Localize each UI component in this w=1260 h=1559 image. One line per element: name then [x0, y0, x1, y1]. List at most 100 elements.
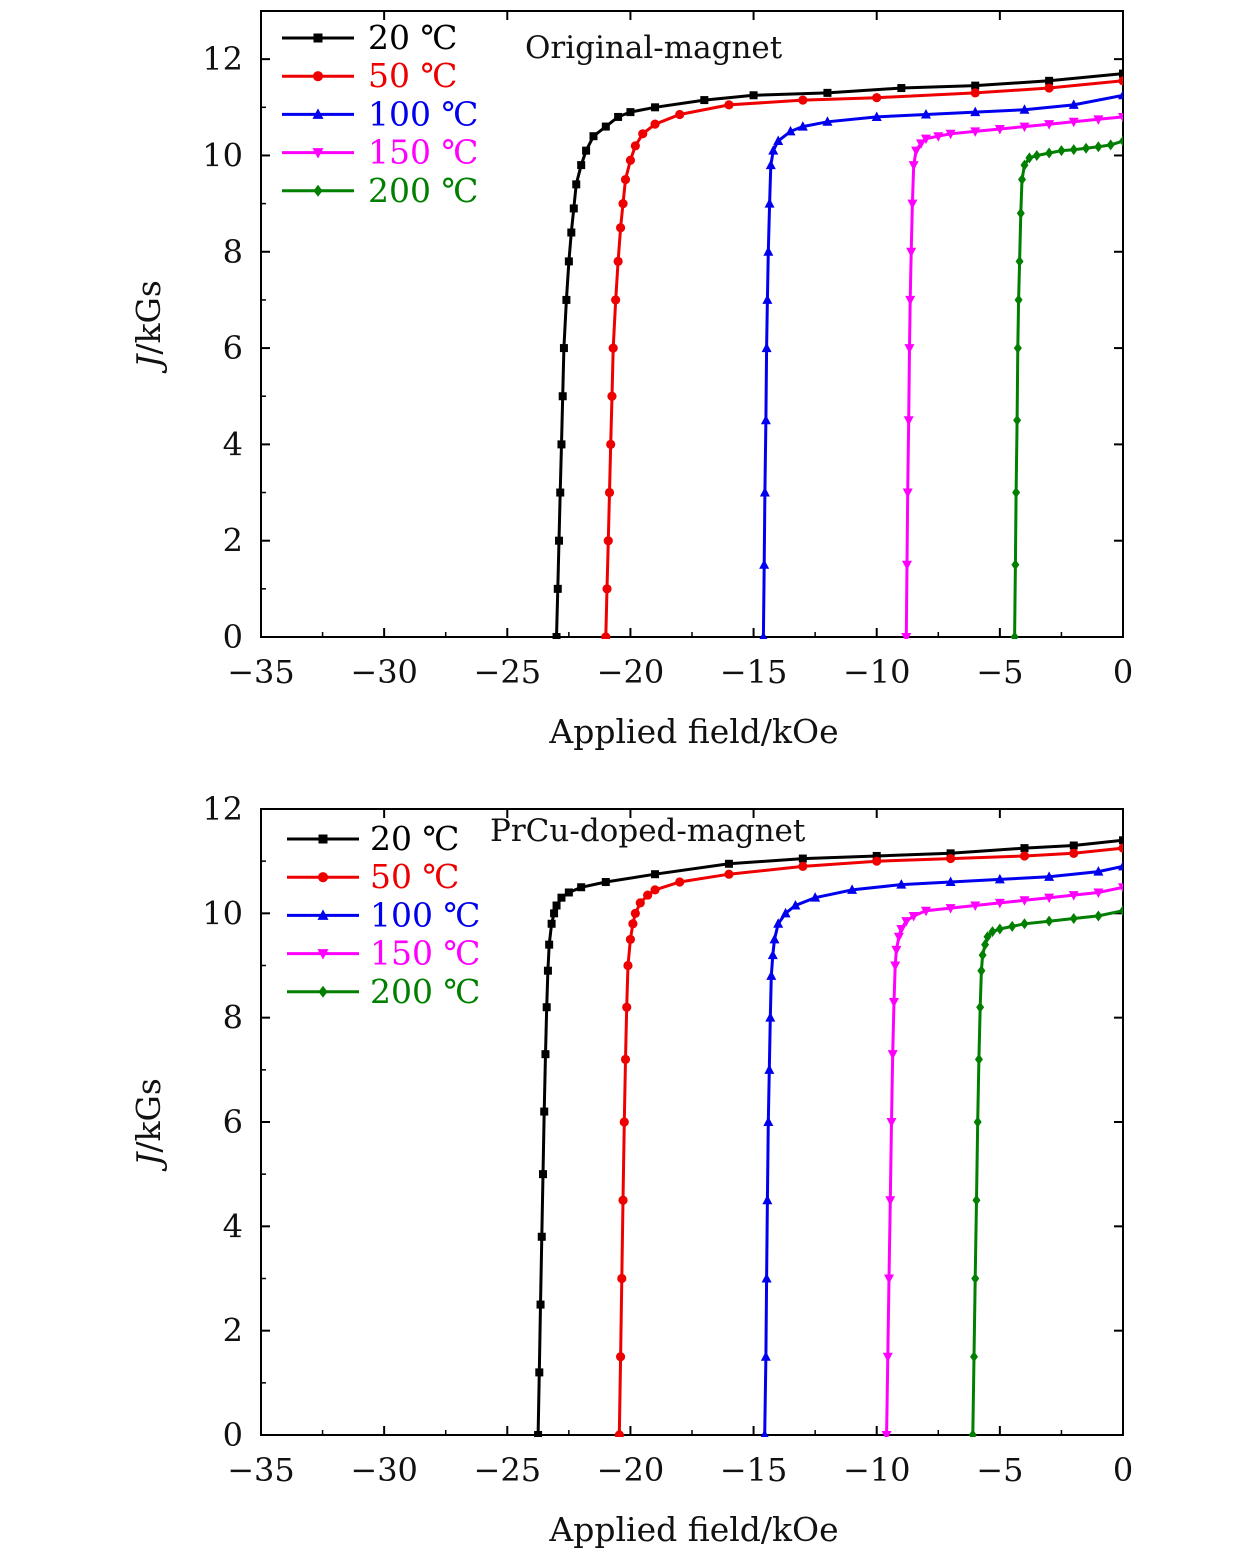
- y-tick-label: 0: [223, 1416, 243, 1454]
- data-point: [562, 295, 571, 304]
- data-point: [945, 129, 956, 140]
- data-point: [1012, 487, 1021, 499]
- data-point: [768, 145, 779, 155]
- data-point: [1020, 844, 1029, 853]
- data-point: [550, 909, 559, 918]
- x-tick-label: −10: [843, 653, 911, 691]
- data-point: [534, 1431, 543, 1437]
- x-tick-label: −10: [843, 1451, 911, 1489]
- data-point: [582, 146, 591, 155]
- data-point: [823, 88, 832, 97]
- data-point: [901, 633, 912, 639]
- data-point: [724, 859, 733, 868]
- data-point: [1068, 99, 1079, 109]
- y-axis-title: J/kGs: [129, 1078, 168, 1172]
- data-point: [908, 911, 919, 922]
- data-point: [618, 1195, 628, 1205]
- data-point: [1118, 860, 1123, 871]
- data-point: [891, 945, 902, 956]
- data-point: [897, 84, 906, 93]
- data-point: [767, 949, 778, 960]
- chart-panel-1: −35 −30 −25 −20 −15 −10 −5 0 0 2 4 6 8 10 12 Applied fi…: [129, 10, 1133, 751]
- data-point: [557, 893, 566, 902]
- x-tick-label: −20: [597, 1451, 665, 1489]
- data-point: [976, 1001, 985, 1013]
- data-point: [700, 96, 709, 105]
- series-4: [901, 112, 1123, 639]
- data-point: [872, 856, 882, 866]
- y-tick-label: 2: [223, 1312, 243, 1350]
- series-line: [617, 846, 1123, 1436]
- data-point: [988, 926, 997, 938]
- data-point: [902, 488, 913, 499]
- data-point: [540, 1107, 549, 1116]
- data-point: [1032, 149, 1041, 161]
- data-point: [564, 257, 573, 266]
- legend-marker: [317, 872, 329, 883]
- data-point: [1119, 836, 1123, 845]
- data-point: [675, 877, 685, 887]
- y-tick-label: 2: [223, 522, 243, 560]
- data-point: [651, 870, 660, 879]
- y-axis-title-symbol: J: [129, 353, 168, 374]
- y-tick-label: 8: [223, 233, 243, 271]
- data-point: [607, 391, 617, 401]
- data-point: [902, 560, 913, 571]
- y-axis-title: J/kGs: [129, 280, 168, 374]
- data-point: [1093, 115, 1104, 125]
- data-point: [643, 890, 653, 900]
- data-point: [970, 127, 981, 137]
- data-point: [1106, 139, 1115, 151]
- data-point: [1069, 144, 1078, 156]
- data-point: [535, 1368, 544, 1377]
- x-tick-label: −5: [976, 1451, 1023, 1489]
- data-point: [572, 180, 581, 189]
- data-point: [790, 900, 801, 910]
- data-point: [765, 159, 776, 170]
- legend-marker: [312, 148, 324, 159]
- data-point: [822, 116, 833, 126]
- y-tick-label: 4: [223, 1207, 243, 1245]
- data-point: [611, 295, 621, 305]
- legend-marker: [313, 184, 323, 197]
- data-point: [1016, 207, 1025, 219]
- data-point: [545, 940, 554, 949]
- data-point: [620, 1054, 631, 1064]
- data-point: [552, 901, 561, 910]
- legend-label: 200 ℃: [370, 972, 480, 1011]
- data-point: [553, 584, 562, 593]
- data-point: [978, 949, 987, 961]
- data-point: [968, 1429, 977, 1437]
- data-point: [724, 869, 734, 879]
- data-point: [764, 1064, 775, 1074]
- legend-label: 50 ℃: [370, 857, 459, 896]
- data-point: [555, 536, 564, 545]
- data-point: [604, 487, 615, 498]
- data-point: [1019, 122, 1030, 133]
- data-point: [977, 965, 986, 977]
- data-point: [1069, 841, 1078, 850]
- data-point: [871, 111, 882, 121]
- data-point: [650, 885, 660, 895]
- series-line: [604, 79, 1123, 638]
- data-point: [971, 1273, 980, 1284]
- legend-label: 150 ℃: [370, 934, 480, 973]
- data-point: [630, 908, 640, 918]
- data-point: [542, 1003, 551, 1012]
- data-point: [762, 1194, 773, 1205]
- data-point: [847, 884, 858, 894]
- data-point: [608, 343, 618, 353]
- data-point: [615, 223, 626, 233]
- legend-marker: [312, 71, 324, 82]
- data-point: [589, 132, 598, 141]
- data-point: [538, 1170, 547, 1179]
- data-point: [970, 106, 981, 117]
- data-point: [969, 1351, 978, 1363]
- data-point: [613, 256, 623, 266]
- series-1: [534, 836, 1123, 1437]
- data-point: [896, 879, 907, 889]
- data-point: [884, 1274, 895, 1284]
- data-point: [1044, 871, 1055, 881]
- data-point: [1094, 910, 1103, 922]
- data-point: [1068, 891, 1079, 901]
